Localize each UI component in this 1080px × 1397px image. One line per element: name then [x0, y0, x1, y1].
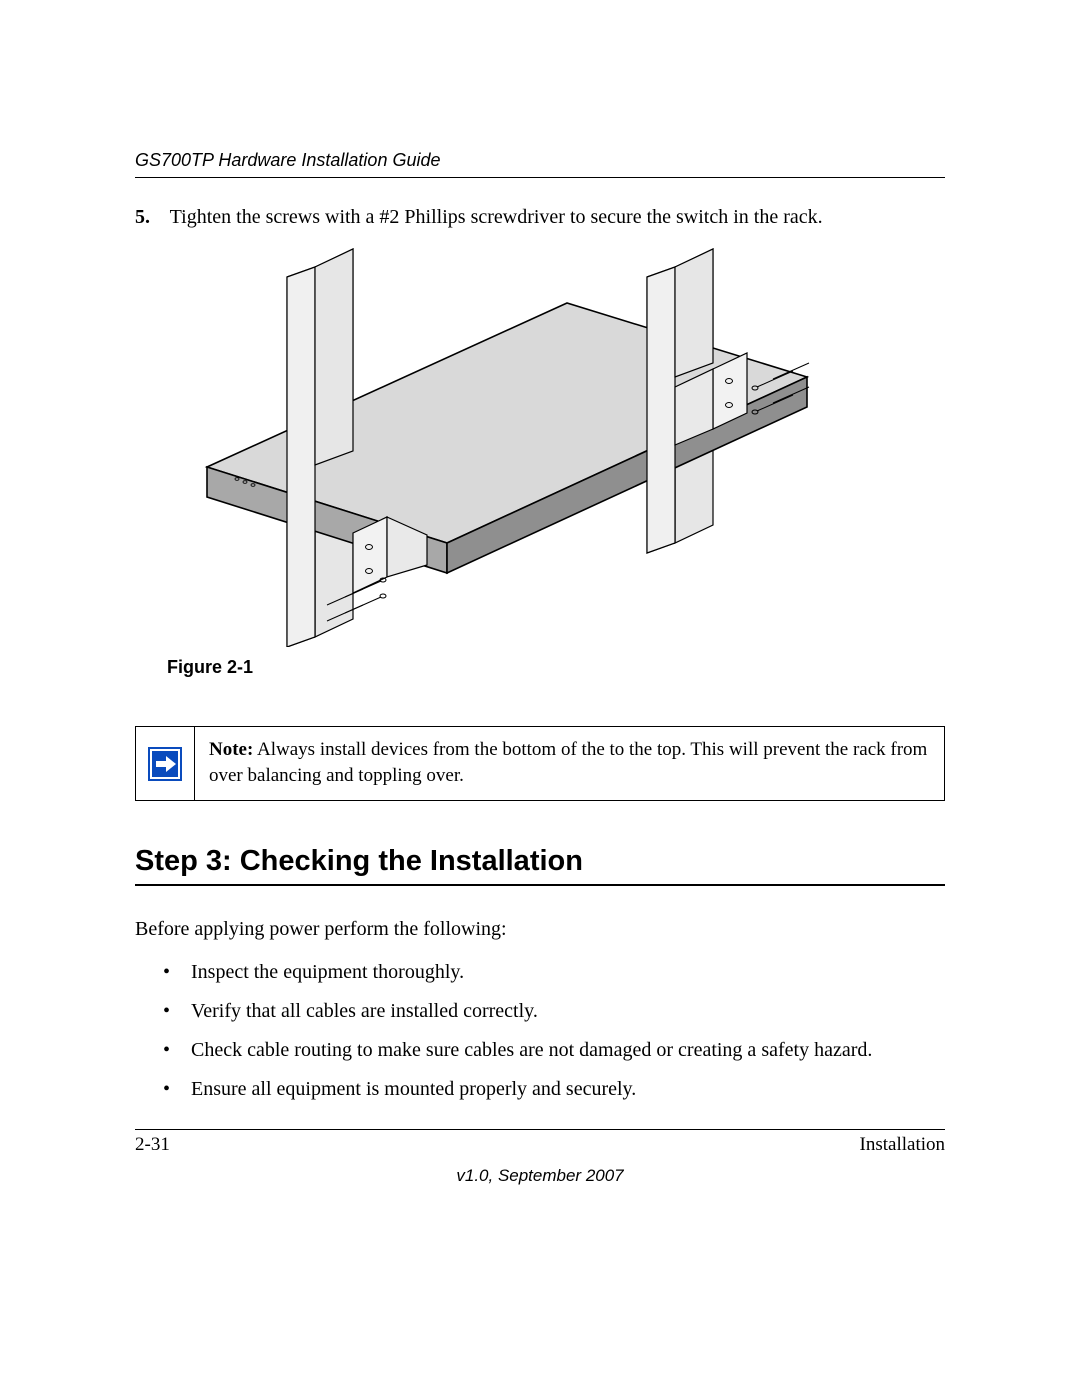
note-label: Note:: [209, 739, 253, 760]
footer-section-name: Installation: [860, 1134, 945, 1156]
note-icon-cell: [136, 727, 194, 800]
footer-version: v1.0, September 2007: [135, 1166, 945, 1186]
note-callout: Note: Always install devices from the bo…: [135, 726, 945, 801]
note-text: Note: Always install devices from the bo…: [195, 727, 944, 800]
step-text: Tighten the screws with a #2 Phillips sc…: [170, 206, 823, 228]
arrow-right-icon: [148, 747, 182, 781]
running-header: GS700TP Hardware Installation Guide: [135, 150, 945, 178]
section-heading: Step 3: Checking the Installation: [135, 845, 945, 886]
bullet-list: Inspect the equipment thoroughly. Verify…: [135, 959, 945, 1103]
footer-row: 2-31 Installation: [135, 1130, 945, 1156]
footer-page-number: 2-31: [135, 1134, 170, 1156]
list-item: Verify that all cables are installed cor…: [135, 998, 945, 1025]
rack-install-diagram: [167, 247, 847, 647]
list-item: Check cable routing to make sure cables …: [135, 1037, 945, 1064]
list-item: Inspect the equipment thoroughly.: [135, 959, 945, 986]
section-intro: Before applying power perform the follow…: [135, 918, 945, 941]
numbered-step: 5. Tighten the screws with a #2 Phillips…: [135, 206, 945, 229]
document-page: GS700TP Hardware Installation Guide 5. T…: [0, 0, 1080, 1397]
step-number: 5.: [135, 206, 165, 229]
figure-caption: Figure 2-1: [167, 657, 945, 678]
figure: Figure 2-1: [167, 247, 945, 678]
list-item: Ensure all equipment is mounted properly…: [135, 1076, 945, 1103]
note-body: Always install devices from the bottom o…: [209, 739, 927, 786]
